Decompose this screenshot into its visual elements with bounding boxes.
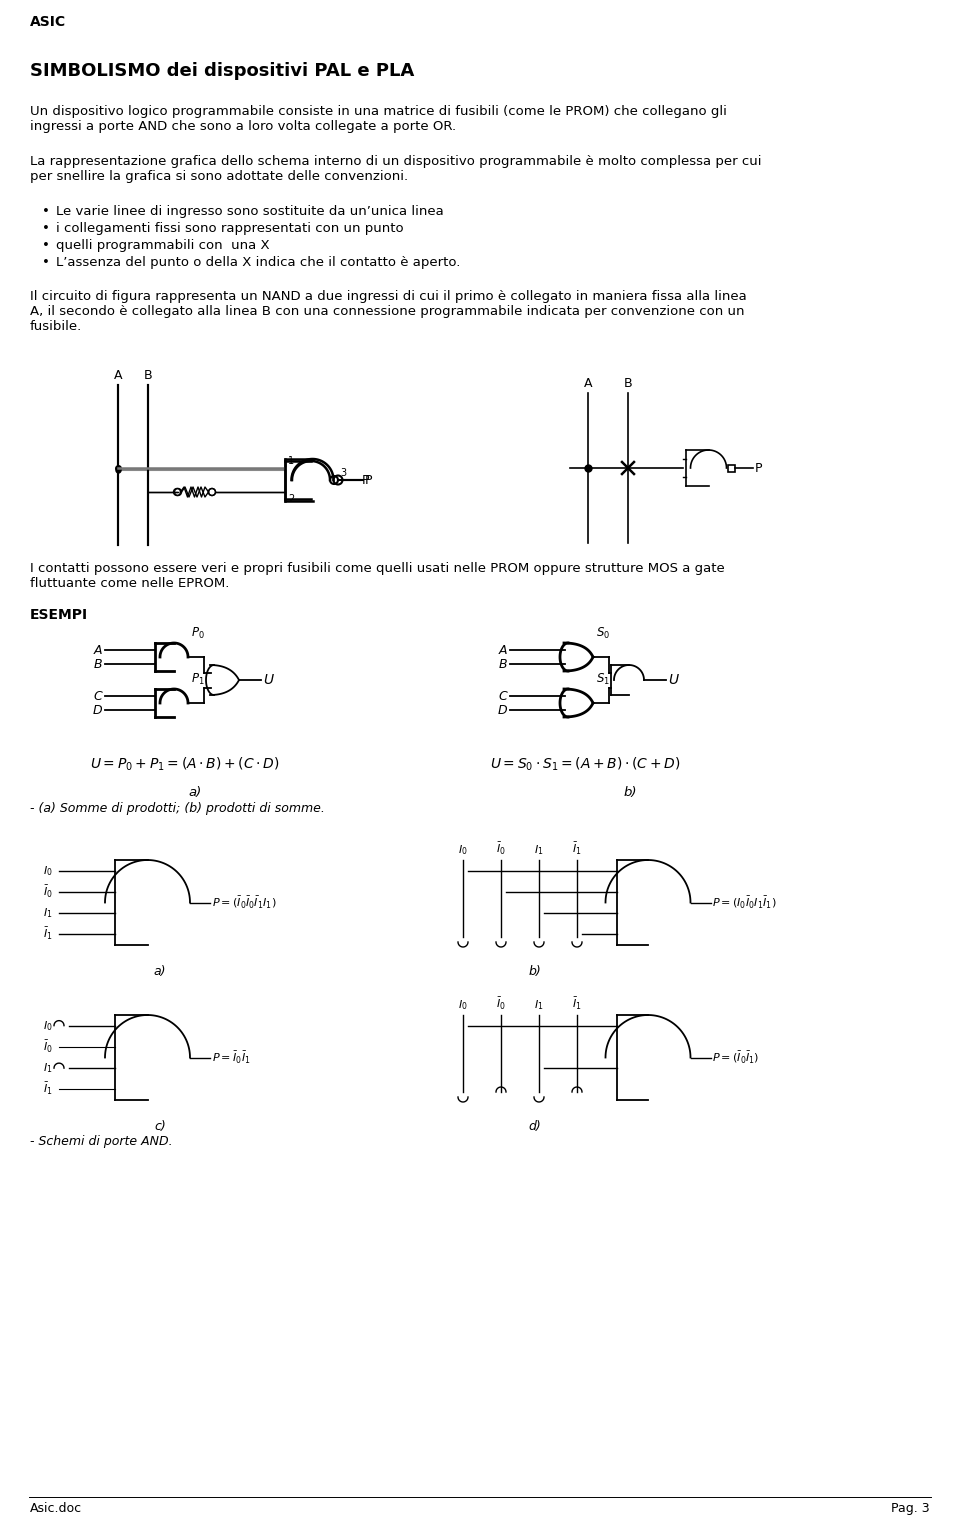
- Text: P: P: [362, 474, 370, 486]
- Text: Le varie linee di ingresso sono sostituite da un’unica linea: Le varie linee di ingresso sono sostitui…: [56, 205, 444, 219]
- Text: Pag. 3: Pag. 3: [892, 1502, 930, 1514]
- Text: a): a): [154, 966, 166, 978]
- Text: L’assenza del punto o della X indica che il contatto è aperto.: L’assenza del punto o della X indica che…: [56, 257, 461, 269]
- Text: - (a) Somme di prodotti; (b) prodotti di somme.: - (a) Somme di prodotti; (b) prodotti di…: [30, 802, 324, 814]
- Text: $\bar{I}_1$: $\bar{I}_1$: [43, 926, 53, 943]
- Text: 2: 2: [288, 494, 295, 504]
- Text: $P_0$: $P_0$: [191, 626, 204, 642]
- Text: $P = (\bar{I}_0\bar{I}_0\bar{I}_1I_1)$: $P = (\bar{I}_0\bar{I}_0\bar{I}_1I_1)$: [212, 894, 276, 911]
- Text: •: •: [42, 238, 50, 252]
- Text: A: A: [498, 643, 507, 657]
- Text: A: A: [584, 377, 592, 390]
- Text: a): a): [188, 785, 202, 799]
- Text: ESEMPI: ESEMPI: [30, 608, 88, 622]
- Text: $I_0$: $I_0$: [458, 998, 468, 1012]
- Text: $\bar{I}_0$: $\bar{I}_0$: [43, 883, 53, 900]
- Text: $I_1$: $I_1$: [43, 1062, 53, 1076]
- Text: $\bar{I}_0$: $\bar{I}_0$: [496, 840, 506, 857]
- Text: i collegamenti fissi sono rappresentati con un punto: i collegamenti fissi sono rappresentati …: [56, 222, 403, 235]
- Text: b): b): [529, 966, 541, 978]
- Text: P: P: [755, 461, 762, 475]
- Text: $I_1$: $I_1$: [535, 998, 543, 1012]
- Text: B: B: [144, 368, 153, 382]
- Text: U: U: [668, 672, 678, 688]
- Text: •: •: [42, 257, 50, 269]
- Text: B: B: [93, 657, 102, 671]
- Text: $S_0$: $S_0$: [596, 626, 611, 642]
- Text: $\bar{I}_1$: $\bar{I}_1$: [572, 996, 582, 1012]
- Text: $P = (I_0\bar{I}_0I_1\bar{I}_1)$: $P = (I_0\bar{I}_0I_1\bar{I}_1)$: [712, 894, 777, 911]
- Text: Asic.doc: Asic.doc: [30, 1502, 83, 1514]
- Text: $S_1$: $S_1$: [596, 672, 610, 688]
- Text: SIMBOLISMO dei dispositivi PAL e PLA: SIMBOLISMO dei dispositivi PAL e PLA: [30, 63, 415, 79]
- Text: P: P: [365, 474, 372, 486]
- Text: $I_0$: $I_0$: [43, 1019, 53, 1033]
- Text: $P = (\bar{I}_0\bar{I}_1)$: $P = (\bar{I}_0\bar{I}_1)$: [712, 1050, 760, 1065]
- Text: A: A: [113, 368, 122, 382]
- Text: d): d): [529, 1120, 541, 1132]
- Text: $I_0$: $I_0$: [43, 863, 53, 877]
- Text: A: A: [93, 643, 102, 657]
- Text: $P = \bar{I}_0\bar{I}_1$: $P = \bar{I}_0\bar{I}_1$: [212, 1050, 251, 1065]
- Text: D: D: [92, 703, 102, 717]
- Text: $I_1$: $I_1$: [535, 843, 543, 857]
- Text: U: U: [263, 672, 274, 688]
- Text: $U = P_0 + P_1 = (A \cdot B) + (C \cdot D)$: $U = P_0 + P_1 = (A \cdot B) + (C \cdot …: [90, 756, 279, 773]
- Text: Il circuito di figura rappresenta un NAND a due ingressi di cui il primo è colle: Il circuito di figura rappresenta un NAN…: [30, 290, 747, 333]
- Text: $\bar{I}_0$: $\bar{I}_0$: [496, 996, 506, 1012]
- Text: B: B: [498, 657, 507, 671]
- Text: C: C: [498, 689, 507, 703]
- Text: $I_1$: $I_1$: [43, 906, 53, 920]
- Text: $\bar{I}_1$: $\bar{I}_1$: [572, 840, 582, 857]
- Text: $\bar{I}_0$: $\bar{I}_0$: [43, 1039, 53, 1054]
- Text: C: C: [93, 689, 102, 703]
- Text: 1: 1: [288, 455, 294, 466]
- Text: quelli programmabili con  una X: quelli programmabili con una X: [56, 238, 270, 252]
- Text: $\bar{I}_1$: $\bar{I}_1$: [43, 1082, 53, 1097]
- Bar: [728, 465, 734, 472]
- Text: Un dispositivo logico programmabile consiste in una matrice di fusibili (come le: Un dispositivo logico programmabile cons…: [30, 105, 727, 133]
- Text: $I_0$: $I_0$: [458, 843, 468, 857]
- Text: •: •: [42, 222, 50, 235]
- Text: La rappresentazione grafica dello schema interno di un dispositivo programmabile: La rappresentazione grafica dello schema…: [30, 154, 761, 183]
- Text: B: B: [624, 377, 633, 390]
- Text: $U = S_0 \cdot S_1 = (A + B) \cdot (C + D)$: $U = S_0 \cdot S_1 = (A + B) \cdot (C + …: [490, 756, 681, 773]
- Text: c): c): [155, 1120, 166, 1132]
- Text: - Schemi di porte AND.: - Schemi di porte AND.: [30, 1135, 173, 1148]
- Text: b): b): [623, 785, 636, 799]
- Text: $P_1$: $P_1$: [191, 672, 204, 688]
- Text: •: •: [42, 205, 50, 219]
- Text: ASIC: ASIC: [30, 15, 66, 29]
- Text: 3: 3: [340, 468, 347, 478]
- Text: I contatti possono essere veri e propri fusibili come quelli usati nelle PROM op: I contatti possono essere veri e propri …: [30, 562, 725, 590]
- Text: D: D: [497, 703, 507, 717]
